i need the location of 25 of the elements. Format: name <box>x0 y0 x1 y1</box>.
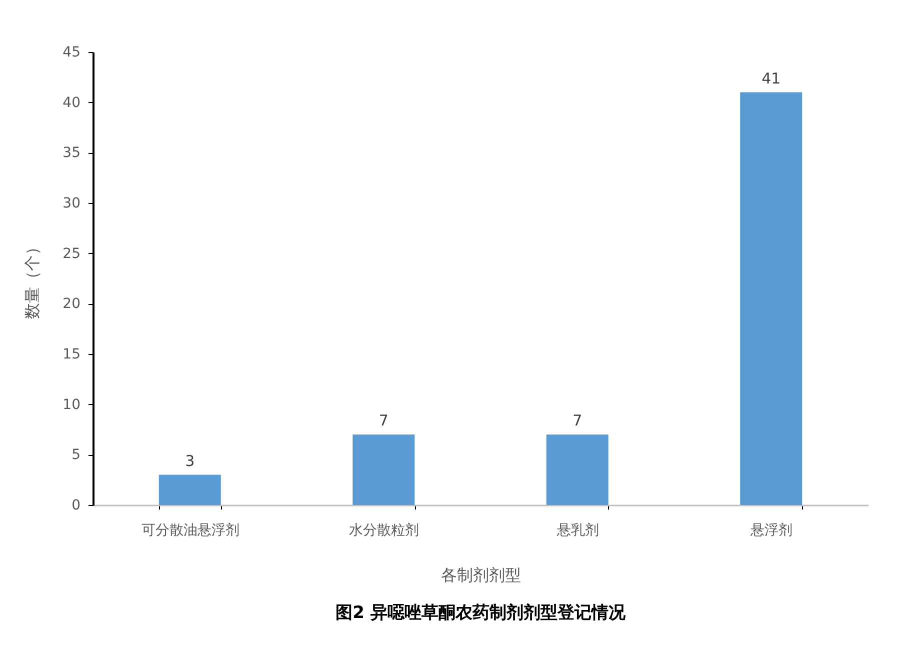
bar <box>546 434 608 505</box>
data-label: 7 <box>378 412 388 430</box>
x-axis-title: 各制剂剂型 <box>441 566 521 584</box>
x-tick-label: 悬浮剂 <box>750 522 793 538</box>
x-tick-label: 可分散油悬浮剂 <box>141 522 240 538</box>
y-tick-label: 30 <box>62 196 80 212</box>
x-tick-label: 悬乳剂 <box>556 522 599 538</box>
bar <box>158 474 221 505</box>
bar <box>352 434 415 505</box>
y-tick-label: 20 <box>62 296 80 312</box>
data-label: 41 <box>762 69 781 88</box>
y-tick-label: 10 <box>62 396 80 413</box>
bar <box>740 92 802 505</box>
y-tick-label: 0 <box>72 498 80 514</box>
data-label: 7 <box>572 412 582 430</box>
y-tick-label: 45 <box>62 44 80 60</box>
text: 图2 异噁唑草酮农药制剂剂型登记情况 <box>336 603 626 623</box>
x-tick-label: 水分散粒剂 <box>349 522 420 538</box>
y-tick-label: 5 <box>72 447 80 464</box>
y-tick-label: 35 <box>62 145 80 162</box>
y-axis-title: 数量（个） <box>22 239 42 319</box>
y-tick-label: 25 <box>62 246 80 262</box>
y-tick-label: 15 <box>62 346 80 362</box>
data-label: 3 <box>185 452 195 470</box>
y-tick-label: 40 <box>62 94 80 111</box>
